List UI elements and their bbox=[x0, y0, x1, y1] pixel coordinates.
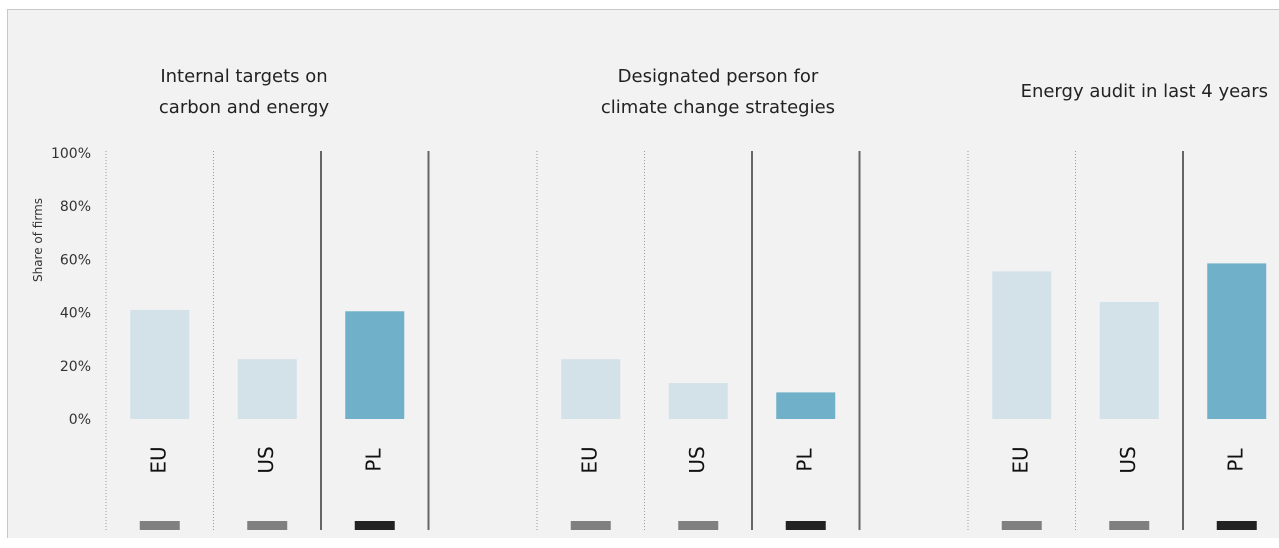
legend-swatch bbox=[678, 521, 719, 530]
legend-swatch bbox=[354, 521, 395, 530]
chart-svg: Share of firms 100% 80% 60% 40% 20% 0% Interna… bbox=[31, 66, 1268, 530]
bar bbox=[130, 309, 190, 419]
legend-swatch bbox=[139, 521, 180, 530]
y-tick-label: 100% bbox=[51, 146, 91, 162]
y-axis-label: Share of firms bbox=[31, 198, 45, 282]
category-label: PL bbox=[1223, 448, 1247, 472]
category-label: EU bbox=[146, 446, 170, 473]
chart: Share of firms 100% 80% 60% 40% 20% 0% Interna… bbox=[7, 9, 1279, 538]
bar bbox=[237, 359, 297, 419]
category-label: US bbox=[1116, 446, 1140, 473]
bar bbox=[776, 392, 836, 419]
legend-swatch bbox=[247, 521, 288, 530]
group-title: Energy audit in last 4 years bbox=[1021, 81, 1268, 102]
bar bbox=[561, 359, 621, 419]
y-tick-label: 80% bbox=[60, 199, 91, 215]
category-label: EU bbox=[577, 446, 601, 473]
y-tick-label: 40% bbox=[60, 306, 91, 322]
category-label: US bbox=[254, 446, 278, 473]
bar bbox=[992, 271, 1052, 419]
y-tick-label: 0% bbox=[69, 412, 91, 428]
group-title: Designated person for bbox=[618, 66, 819, 87]
legend-swatch bbox=[1001, 521, 1042, 530]
category-label: PL bbox=[792, 448, 816, 472]
bar bbox=[345, 311, 405, 419]
legend-swatch bbox=[785, 521, 826, 530]
category-label: PL bbox=[361, 448, 385, 472]
group-title: climate change strategies bbox=[601, 97, 835, 118]
bar bbox=[1207, 263, 1267, 419]
group-title: Internal targets on bbox=[160, 66, 327, 87]
category-label: US bbox=[685, 446, 709, 473]
y-tick-label: 20% bbox=[60, 359, 91, 375]
group-title: carbon and energy bbox=[159, 97, 330, 118]
legend-swatch bbox=[1216, 521, 1257, 530]
bar bbox=[668, 383, 728, 419]
legend-swatch bbox=[1109, 521, 1150, 530]
y-tick-label: 60% bbox=[60, 252, 91, 268]
bar bbox=[1099, 301, 1159, 419]
legend-swatch bbox=[570, 521, 611, 530]
category-label: EU bbox=[1008, 446, 1032, 473]
